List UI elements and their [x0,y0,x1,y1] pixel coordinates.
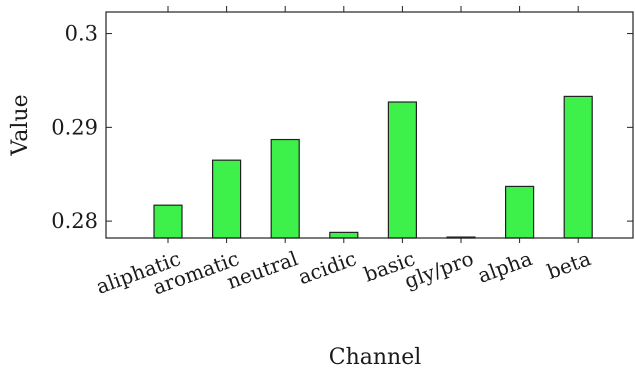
plot-frame [105,11,634,239]
bar-aliphatic [153,204,183,239]
bar-acidic [329,231,359,239]
x-tick-label: acidic [295,246,360,289]
x-axis-title: Channel [329,345,422,370]
bar-neutral [270,138,300,239]
x-tick-label: beta [544,246,594,284]
y-axis-title: Value [8,94,33,156]
bars-layer [153,95,593,239]
ticks-layer [106,6,633,243]
x-tick-label: alpha [475,246,536,288]
y-tick-label: 0.3 [65,22,98,46]
bar-aromatic [212,159,242,239]
y-tick-label: 0.28 [51,209,98,233]
bar-beta [563,95,593,239]
bar-alpha [505,185,535,239]
bar-basic [387,101,417,239]
y-tick-label: 0.29 [51,115,98,139]
x-tick-label: gly/pro [401,246,477,293]
